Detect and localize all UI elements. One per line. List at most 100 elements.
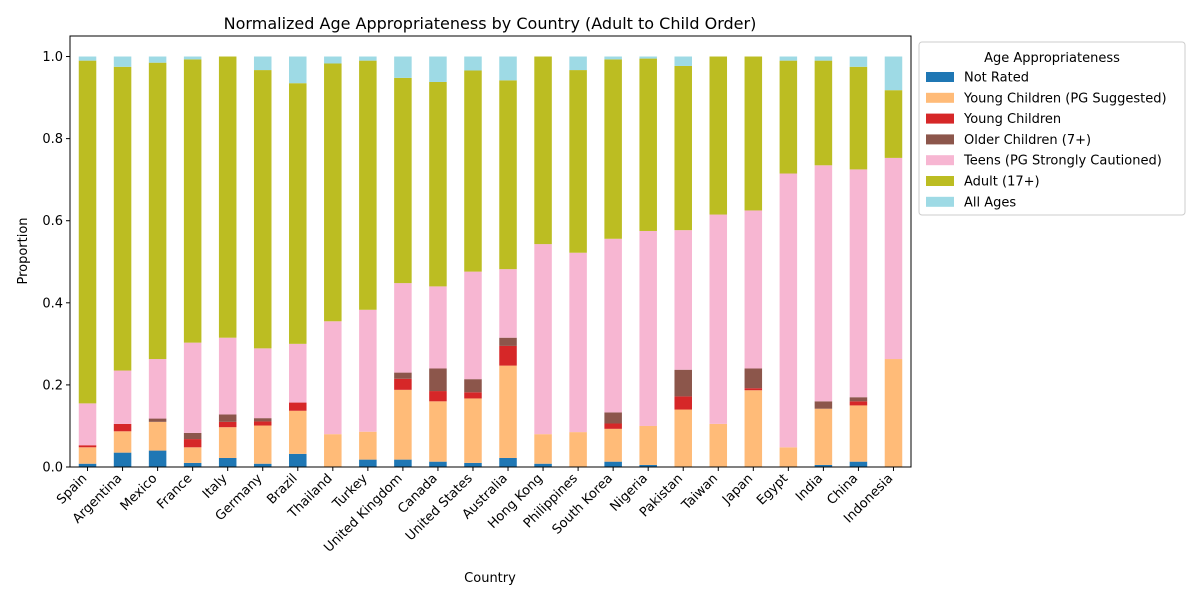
bar-segment — [429, 391, 447, 402]
bar-segment — [849, 461, 868, 467]
legend-entry: Not Rated — [964, 71, 1029, 86]
bar-segment — [78, 60, 97, 404]
bar-segment — [78, 403, 97, 446]
x-tick-label: India — [793, 471, 826, 504]
bar-segment — [534, 434, 552, 464]
bar-segment — [113, 370, 132, 424]
bars-group — [78, 56, 903, 467]
bar-segment — [709, 56, 728, 215]
bar-segment — [218, 414, 237, 422]
bar-segment — [113, 431, 132, 453]
bar-segment — [359, 60, 377, 310]
bar-segment — [814, 464, 833, 467]
x-tick-label: Italy — [200, 471, 231, 502]
bar-segment — [534, 463, 552, 467]
bar-segment — [113, 452, 132, 467]
bar-segment — [569, 56, 587, 71]
bar-segment — [639, 230, 657, 426]
y-axis-title: Proportion — [16, 217, 31, 284]
bar-segment — [218, 337, 237, 415]
bar-segment — [604, 461, 622, 467]
bar-segment — [499, 269, 517, 338]
legend-entry: All Ages — [964, 195, 1016, 210]
bar-segment — [359, 459, 377, 467]
bar-segment — [884, 90, 903, 158]
bar-segment — [148, 62, 167, 360]
bar-segment — [744, 390, 763, 467]
legend-swatch — [926, 176, 954, 186]
bar-segment — [464, 379, 482, 393]
bar-segment — [849, 397, 868, 402]
x-tick-label: Taiwan — [679, 471, 722, 514]
bar-segment — [779, 56, 798, 61]
bar-segment — [604, 423, 622, 429]
bar-segment — [849, 405, 868, 462]
bar-segment — [183, 447, 202, 463]
bar-segment — [534, 56, 552, 245]
bar-segment — [709, 423, 728, 467]
bar-segment — [569, 432, 587, 467]
bar-segment — [499, 365, 517, 458]
bar-segment — [569, 252, 587, 433]
legend-title: Age Appropriateness — [984, 51, 1120, 66]
bar-segment — [849, 401, 868, 406]
bar-segment — [78, 56, 97, 61]
bar-segment — [849, 169, 868, 398]
legend-entry: Young Children (PG Suggested) — [963, 91, 1167, 106]
bar-segment — [289, 343, 307, 403]
bar-segment — [394, 56, 412, 78]
bar-segment — [394, 283, 412, 373]
bar-segment — [253, 418, 272, 422]
bar-segment — [429, 368, 447, 392]
bar-segment — [674, 56, 692, 66]
bar-segment — [429, 286, 447, 369]
x-tick-label: Mexico — [118, 471, 161, 514]
legend-entry: Teens (PG Strongly Cautioned) — [963, 154, 1162, 169]
bar-segment — [183, 59, 202, 343]
bar-segment — [78, 463, 97, 467]
bar-segment — [429, 461, 447, 467]
bar-segment — [253, 70, 272, 349]
bar-segment — [289, 410, 307, 454]
bar-segment — [884, 157, 903, 360]
bar-segment — [359, 309, 377, 432]
legend-swatch — [926, 92, 954, 103]
bar-segment — [674, 65, 692, 231]
legend-entry: Adult (17+) — [964, 175, 1040, 190]
bar-segment — [183, 432, 202, 440]
bar-segment — [394, 389, 412, 460]
bar-segment — [499, 56, 517, 81]
bar-segment — [849, 66, 868, 170]
legend-swatch — [926, 113, 954, 124]
bar-segment — [464, 70, 482, 272]
bar-segment — [78, 447, 97, 464]
bar-segment — [183, 439, 202, 448]
y-tick-label: 0.6 — [42, 214, 63, 229]
legend: Age Appropriateness Not Rated Young Child… — [918, 41, 1186, 216]
bar-segment — [394, 378, 412, 390]
bar-segment — [289, 56, 307, 84]
plot-frame — [69, 35, 912, 468]
bar-segment — [779, 60, 798, 174]
bar-segment — [639, 58, 657, 231]
bar-segment — [464, 271, 482, 380]
bar-segment — [674, 409, 692, 467]
bar-segment — [814, 165, 833, 402]
y-tick-label: 0.8 — [42, 132, 63, 147]
bar-segment — [604, 56, 622, 60]
bar-segment — [604, 412, 622, 424]
bar-segment — [324, 63, 342, 322]
bar-segment — [674, 230, 692, 370]
bar-segment — [604, 238, 622, 413]
bar-segment — [253, 56, 272, 71]
legend-swatch — [926, 134, 954, 145]
bar-segment — [148, 359, 167, 419]
bar-segment — [674, 396, 692, 410]
bar-segment — [113, 66, 132, 371]
bar-segment — [744, 56, 763, 211]
bar-segment — [113, 423, 132, 432]
bar-segment — [289, 402, 307, 411]
bar-segment — [253, 463, 272, 467]
bar-segment — [639, 464, 657, 467]
